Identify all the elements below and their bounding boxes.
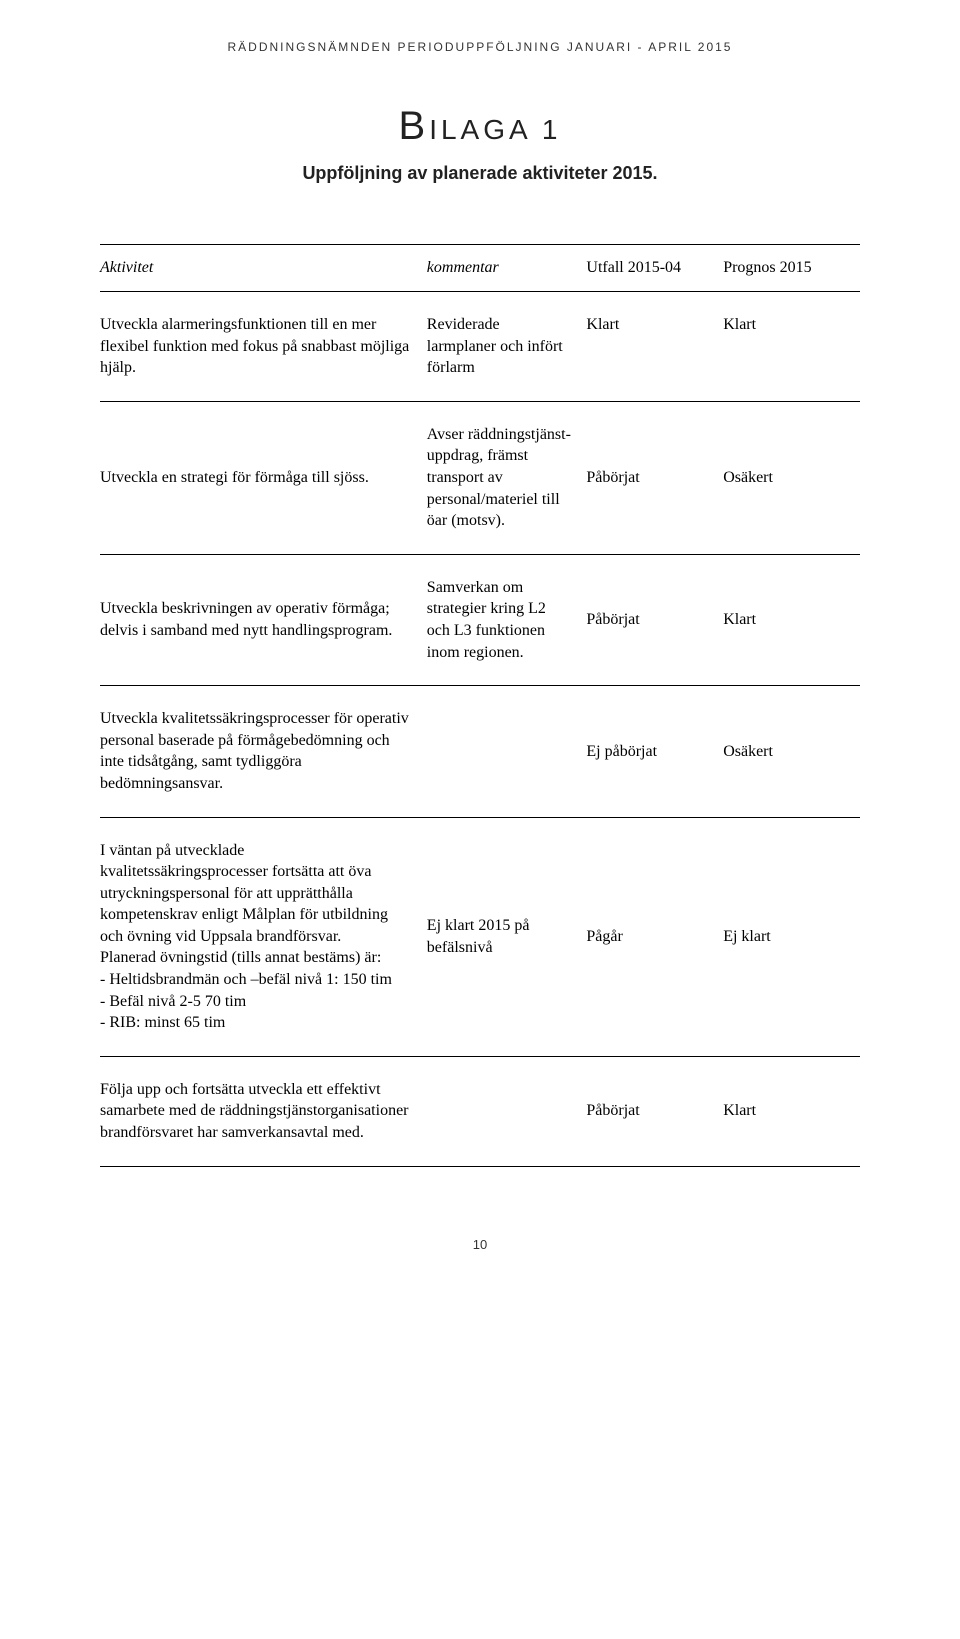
bilaga-title: BILAGA 1 <box>100 104 860 149</box>
cell-outcome: Påbörjat <box>586 1100 723 1122</box>
document-header: RÄDDNINGSNÄMNDEN PERIODUPPFÖLJNING JANUA… <box>100 40 860 54</box>
table-header-row: Aktivitet kommentar Utfall 2015-04 Progn… <box>100 244 860 292</box>
cell-comment: Reviderade larmplaner och infört förlarm <box>427 314 587 379</box>
cell-activity: Utveckla en strategi för förmåga till sj… <box>100 467 427 489</box>
page-number: 10 <box>100 1237 860 1252</box>
col-header-activity: Aktivitet <box>100 259 427 277</box>
cell-activity: Utveckla kvalitetssäkringsprocesser för … <box>100 708 427 794</box>
col-header-comment: kommentar <box>427 259 587 277</box>
subtitle: Uppföljning av planerade aktiviteter 201… <box>100 163 860 184</box>
activity-table: Aktivitet kommentar Utfall 2015-04 Progn… <box>100 244 860 1167</box>
col-header-prognosis: Prognos 2015 <box>723 259 860 277</box>
cell-activity: I väntan på utvecklade kvalitetssäkrings… <box>100 840 427 1034</box>
table-row: Utveckla en strategi för förmåga till sj… <box>100 402 860 555</box>
cell-activity: Följa upp och fortsätta utveckla ett eff… <box>100 1079 427 1144</box>
cell-activity: Utveckla alarmeringsfunktionen till en m… <box>100 314 427 379</box>
cell-prognosis: Osäkert <box>723 467 860 489</box>
table-row: I väntan på utvecklade kvalitetssäkrings… <box>100 818 860 1057</box>
table-row: Utveckla beskrivningen av operativ förmå… <box>100 555 860 686</box>
cell-prognosis: Ej klart <box>723 926 860 948</box>
table-row: Följa upp och fortsätta utveckla ett eff… <box>100 1057 860 1167</box>
cell-outcome: Påbörjat <box>586 609 723 631</box>
table-row: Utveckla kvalitetssäkringsprocesser för … <box>100 686 860 817</box>
cell-prognosis: Klart <box>723 1100 860 1122</box>
table-row: Utveckla alarmeringsfunktionen till en m… <box>100 292 860 402</box>
cell-outcome: Klart <box>586 314 723 336</box>
cell-prognosis: Klart <box>723 609 860 631</box>
cell-outcome: Ej påbörjat <box>586 741 723 763</box>
cell-prognosis: Klart <box>723 314 860 336</box>
cell-comment: Avser räddningstjänst-uppdrag, främst tr… <box>427 424 587 532</box>
bilaga-first-letter: B <box>399 104 430 148</box>
col-header-outcome: Utfall 2015-04 <box>586 259 723 277</box>
cell-outcome: Pågår <box>586 926 723 948</box>
bilaga-rest: ILAGA 1 <box>429 114 561 145</box>
cell-comment: Samverkan om strategier kring L2 och L3 … <box>427 577 587 663</box>
cell-comment: Ej klart 2015 på befälsnivå <box>427 915 587 958</box>
cell-outcome: Påbörjat <box>586 467 723 489</box>
cell-prognosis: Osäkert <box>723 741 860 763</box>
cell-activity: Utveckla beskrivningen av operativ förmå… <box>100 598 427 641</box>
